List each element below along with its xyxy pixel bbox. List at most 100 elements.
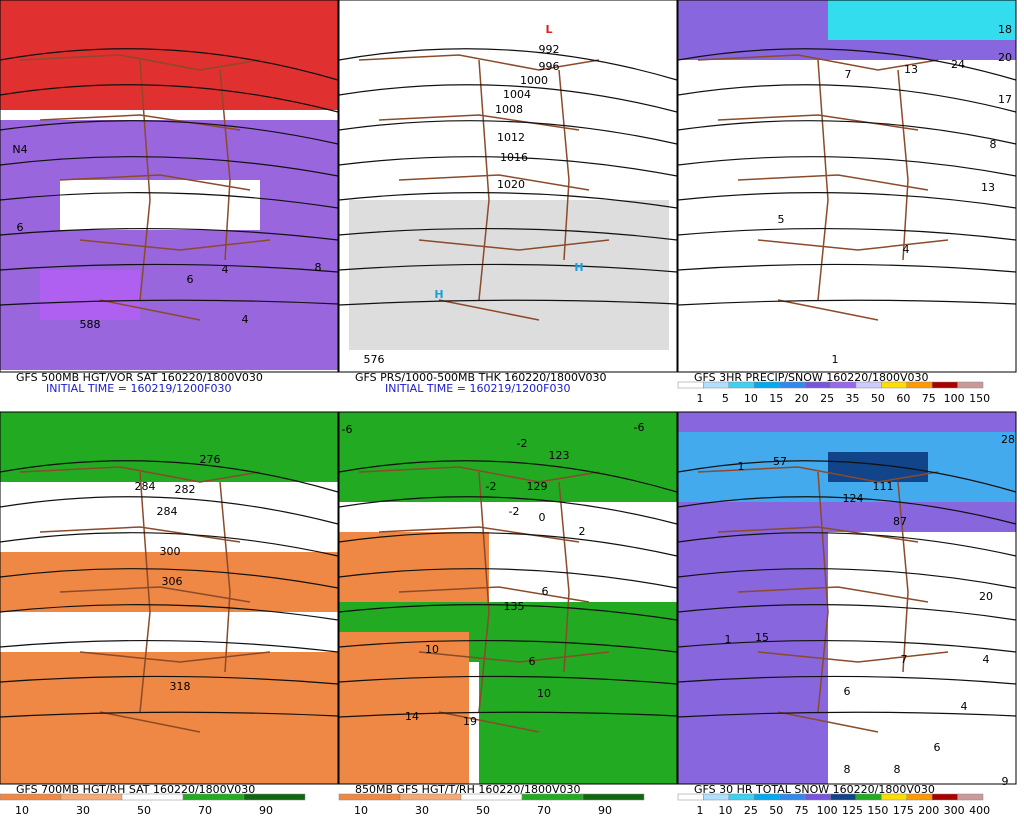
map-label: 4 — [983, 653, 990, 666]
map-frame — [677, 411, 1017, 785]
initial-time: INITIAL TIME = 160219/1200F030 — [46, 382, 231, 395]
colorbar-swatch — [677, 793, 704, 801]
contour — [338, 568, 678, 589]
colorbar-label: 25 — [820, 392, 834, 405]
colorbar-label: 90 — [598, 804, 612, 817]
state-borders — [19, 466, 271, 733]
contour — [338, 192, 678, 209]
colorbar-swatch — [906, 381, 933, 389]
map-label: 8 — [844, 763, 851, 776]
contour — [338, 227, 678, 241]
contour — [338, 48, 678, 81]
caption: GFS 700MB HGT/RH SAT 160220/1800V030 — [16, 783, 255, 796]
map-label: H — [434, 288, 443, 301]
map-label: 4 — [961, 700, 968, 713]
shading — [339, 532, 489, 602]
colorbar-label: 70 — [198, 804, 212, 817]
map-label: H — [574, 261, 583, 274]
contour — [677, 192, 1017, 209]
map-label: 7 — [845, 68, 852, 81]
state-borders — [358, 466, 610, 733]
colorbar-swatch — [855, 793, 882, 801]
map-label: 20 — [998, 51, 1012, 64]
colorbar-swatch — [779, 793, 806, 801]
contour — [0, 156, 339, 177]
colorbar-swatch — [728, 793, 755, 801]
map-label: 1008 — [495, 103, 523, 116]
map-label: -2 — [486, 480, 497, 493]
contour — [338, 460, 678, 493]
panel: 588 4 6 N4 8 6 4 GFS 500MB HGT/VOR SAT 160220/1… — [0, 0, 339, 395]
colorbar-swatch — [957, 793, 984, 801]
contour — [677, 84, 1017, 113]
map-label: 8 — [315, 261, 322, 274]
map-label: -2 — [517, 437, 528, 450]
map-label: 282 — [175, 483, 196, 496]
colorbar-label: 30 — [415, 804, 429, 817]
map-label: 8 — [990, 138, 997, 151]
map-frame — [0, 0, 339, 373]
colorbar-label: 60 — [896, 392, 910, 405]
map-label: -6 — [634, 421, 645, 434]
map-label: -2 — [509, 505, 520, 518]
map-label: 992 — [539, 43, 560, 56]
contour — [677, 263, 1017, 273]
map-label: 13 — [904, 63, 918, 76]
state-borders — [358, 54, 610, 321]
map-label: 300 — [160, 545, 181, 558]
colorbar-swatch — [728, 381, 755, 389]
contour — [677, 711, 1017, 718]
colorbar-swatch — [677, 381, 704, 389]
colorbar-swatch — [399, 793, 462, 801]
caption: 850MB GFS HGT/T/RH 160220/1800V030 — [355, 783, 581, 796]
contour — [338, 711, 678, 718]
map-label: 1004 — [503, 88, 531, 101]
colorbar-label: 100 — [944, 392, 965, 405]
contour — [338, 532, 678, 557]
map-label: 20 — [979, 590, 993, 603]
contour — [0, 48, 339, 81]
colorbar-label: 10 — [15, 804, 29, 817]
contour — [0, 675, 339, 685]
map-label: 17 — [998, 93, 1012, 106]
map-label: 4 — [242, 313, 249, 326]
caption: GFS 500MB HGT/VOR SAT 160220/1800V030 — [16, 371, 263, 384]
map-frame — [677, 0, 1017, 373]
contour — [677, 532, 1017, 557]
contour — [677, 604, 1017, 621]
map-label: 588 — [80, 318, 101, 331]
colorbar-label: 1 — [697, 804, 704, 817]
contour — [0, 84, 339, 113]
map-label: 14 — [405, 710, 419, 723]
map-label: 124 — [843, 492, 864, 505]
contour — [0, 496, 339, 525]
contour — [338, 604, 678, 621]
colorbar-swatch — [931, 793, 958, 801]
contour — [677, 156, 1017, 177]
contour — [0, 460, 339, 493]
colorbar-swatch — [855, 381, 882, 389]
map-label: 87 — [893, 515, 907, 528]
shading — [0, 652, 338, 784]
contour — [338, 120, 678, 145]
map-label: 10 — [537, 687, 551, 700]
map-label: 28 — [1001, 433, 1015, 446]
contour — [0, 711, 339, 718]
map-label: 123 — [549, 449, 570, 462]
shading — [678, 0, 1016, 372]
contour — [677, 120, 1017, 145]
map-label: 19 — [463, 715, 477, 728]
contour — [338, 156, 678, 177]
map-label: 284 — [135, 480, 156, 493]
map-label: 7 — [901, 653, 908, 666]
map-label: 284 — [157, 505, 178, 518]
colorbar-swatch — [243, 793, 306, 801]
contour — [677, 639, 1017, 653]
state-borders — [19, 54, 271, 321]
contour — [0, 568, 339, 589]
map-label: 8 — [894, 763, 901, 776]
contour — [677, 48, 1017, 81]
